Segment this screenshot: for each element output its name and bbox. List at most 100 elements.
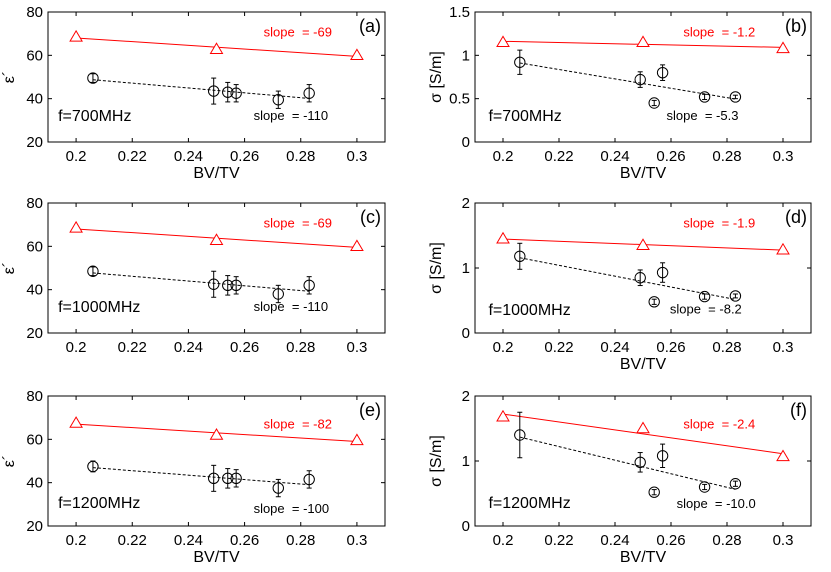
model-slope-label: slope = -82: [264, 417, 332, 432]
series-measured: slope = -100: [87, 460, 330, 516]
measured-slope-label: slope = -8.2: [670, 302, 742, 317]
model-slope-label: slope = -1.9: [683, 216, 755, 231]
measured-point-circle: [634, 456, 646, 468]
measured-point-circle: [207, 278, 220, 290]
x-tick-label: 0.28: [286, 532, 315, 549]
series-measured: slope = -110: [87, 72, 329, 123]
measured-point-circle: [272, 288, 284, 300]
series-model: slope = -69: [69, 25, 364, 61]
model-slope-label: slope = -69: [264, 216, 332, 231]
series-measured: slope = -110: [87, 265, 328, 314]
frequency-label: f=1000MHz: [58, 299, 140, 316]
measured-point-circle: [634, 272, 646, 284]
x-tick-label: 0.24: [174, 532, 203, 549]
panel-label: (a): [359, 16, 381, 36]
y-axis-label: ε´: [1, 71, 18, 83]
plot-frame: [47, 11, 386, 143]
measured-slope-label: slope = -10.0: [677, 496, 756, 511]
model-point-triangle: [776, 41, 790, 54]
measured-point-circle: [230, 279, 242, 292]
model-point-triangle: [636, 35, 650, 48]
x-tick-label: 0.3: [346, 339, 367, 356]
x-tick-label: 0.22: [118, 532, 147, 549]
y-tick-label: 80: [26, 388, 43, 405]
measured-fit-line: [92, 272, 310, 292]
x-tick-label: 0.2: [493, 339, 514, 356]
measured-point-circle: [303, 473, 315, 486]
panel-label: (f): [790, 400, 807, 420]
y-tick-label: 1.5: [449, 4, 470, 21]
measured-point-circle: [222, 86, 234, 98]
x-tick-label: 0.28: [712, 339, 741, 356]
x-axis-label: BV/TV: [193, 165, 240, 182]
y-tick-label: 40: [26, 475, 43, 492]
x-tick-label: 0.28: [712, 148, 741, 165]
chart-panel-a: 0.2 0.22 0.24 0.26 0.28 0.3 20 40 60 80 BV/TV ε´ (a)…: [1, 4, 386, 182]
measured-point-circle: [303, 279, 315, 292]
series-model: slope = -2.4: [496, 409, 790, 462]
y-tick-label: 0.5: [449, 91, 470, 108]
plot-frame: [47, 395, 386, 527]
series-measured: slope = -5.3: [514, 49, 742, 123]
model-point-triangle: [496, 409, 510, 422]
y-tick-label: 20: [26, 134, 43, 151]
x-tick-label: 0.3: [346, 532, 367, 549]
measured-point-circle: [698, 481, 711, 493]
x-tick-label: 0.26: [230, 532, 259, 549]
model-point-triangle: [209, 428, 224, 440]
measured-slope-label: slope = -100: [254, 501, 330, 516]
model-point-triangle: [209, 42, 224, 54]
measured-point-circle: [698, 91, 711, 103]
x-axis-label: BV/TV: [620, 165, 667, 182]
measured-fit-line: [519, 257, 736, 300]
measured-point-circle: [87, 72, 99, 84]
measured-point-circle: [729, 478, 742, 490]
panel-label: (e): [359, 400, 381, 420]
model-point-triangle: [209, 233, 224, 245]
frequency-label: f=700MHz: [58, 108, 131, 125]
series-model: slope = -69: [69, 216, 364, 252]
measured-slope-label: slope = -110: [254, 108, 329, 123]
x-axis-label: BV/TV: [620, 356, 667, 373]
series-model: slope = -1.9: [496, 216, 790, 255]
y-tick-label: 40: [26, 91, 43, 108]
model-point-triangle: [776, 242, 790, 255]
y-tick-label: 0: [462, 325, 470, 342]
measured-point-circle: [514, 56, 526, 68]
x-tick-label: 0.3: [773, 532, 794, 549]
x-tick-label: 0.26: [230, 339, 259, 356]
measured-point-circle: [698, 290, 711, 303]
y-tick-label: 40: [26, 282, 43, 299]
measured-point-circle: [87, 265, 99, 277]
x-tick-label: 0.28: [712, 532, 741, 549]
measured-point-circle: [87, 460, 99, 473]
x-tick-label: 0.2: [66, 532, 87, 549]
x-tick-label: 0.24: [600, 339, 629, 356]
frequency-label: f=700MHz: [488, 108, 561, 125]
model-point-triangle: [69, 29, 83, 42]
y-tick-label: 80: [26, 4, 43, 21]
x-tick-label: 0.2: [66, 148, 87, 165]
chart-panel-d: 0.2 0.22 0.24 0.26 0.28 0.3 0 1 2 BV/TV σ [S/m] (d)…: [428, 195, 812, 373]
series-model: slope = -82: [69, 416, 364, 446]
measured-fit-line: [519, 436, 736, 490]
x-tick-label: 0.2: [493, 148, 514, 165]
model-point-triangle: [636, 238, 650, 250]
measured-point-circle: [656, 266, 669, 279]
x-tick-label: 0.22: [118, 339, 147, 356]
model-point-triangle: [69, 416, 83, 428]
panel-label: (c): [360, 207, 381, 227]
measured-point-circle: [656, 66, 669, 79]
measured-point-circle: [648, 97, 660, 109]
x-tick-label: 0.22: [118, 148, 147, 165]
x-tick-label: 0.24: [600, 532, 629, 549]
panel-label: (b): [785, 16, 807, 36]
y-tick-label: 20: [26, 325, 43, 342]
x-tick-label: 0.26: [656, 532, 685, 549]
measured-point-circle: [222, 279, 234, 292]
x-tick-label: 0.22: [544, 532, 573, 549]
x-tick-label: 0.24: [174, 148, 203, 165]
series-measured: slope = -10.0: [514, 411, 756, 511]
measured-fit-line: [519, 62, 736, 100]
